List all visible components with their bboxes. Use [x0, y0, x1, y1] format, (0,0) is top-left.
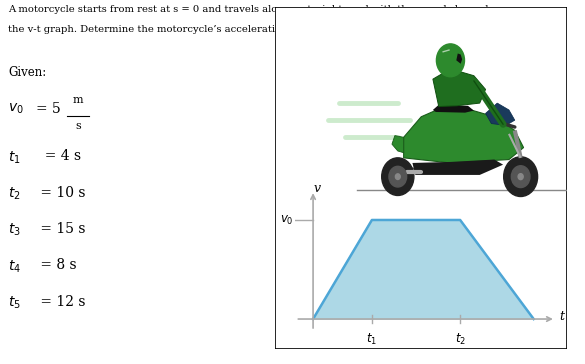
- Text: = 8 s: = 8 s: [36, 258, 77, 272]
- Text: = 5: = 5: [36, 102, 60, 116]
- Text: A motorcycle starts from rest at s = 0 and travels along a straight road with th: A motorcycle starts from rest at s = 0 a…: [8, 5, 498, 15]
- Polygon shape: [392, 136, 404, 153]
- Circle shape: [389, 166, 407, 187]
- Text: $t_4$: $t_4$: [8, 258, 21, 275]
- Text: $t_1$: $t_1$: [8, 149, 21, 166]
- Text: = 10 s: = 10 s: [36, 186, 85, 199]
- Text: $t_5$: $t_5$: [8, 295, 21, 311]
- Text: = 4 s: = 4 s: [36, 149, 81, 163]
- Circle shape: [395, 174, 400, 179]
- Text: v: v: [314, 182, 321, 195]
- Polygon shape: [486, 103, 515, 125]
- Text: t: t: [559, 309, 564, 323]
- Circle shape: [518, 174, 523, 179]
- Polygon shape: [412, 159, 503, 175]
- Circle shape: [511, 166, 530, 187]
- Text: $t_2$: $t_2$: [8, 186, 21, 202]
- Polygon shape: [404, 107, 524, 163]
- Text: the v-t graph. Determine the motorcycle’s acceleration and position when t = t₄ : the v-t graph. Determine the motorcycle’…: [8, 25, 467, 35]
- Text: $v_0$: $v_0$: [280, 213, 294, 226]
- Text: $t_2$: $t_2$: [455, 332, 466, 347]
- Text: m: m: [73, 95, 84, 105]
- Circle shape: [504, 157, 538, 197]
- Text: = 12 s: = 12 s: [36, 295, 85, 309]
- Circle shape: [381, 158, 414, 195]
- Polygon shape: [433, 69, 486, 107]
- Text: $t_3$: $t_3$: [8, 222, 21, 238]
- Circle shape: [436, 44, 464, 77]
- Polygon shape: [456, 54, 462, 64]
- Polygon shape: [433, 105, 474, 113]
- Text: s: s: [75, 121, 81, 131]
- Text: $v_0$: $v_0$: [8, 102, 24, 116]
- Text: $t_1$: $t_1$: [366, 332, 377, 347]
- Polygon shape: [313, 220, 534, 319]
- Text: Given:: Given:: [8, 66, 46, 79]
- Text: = 15 s: = 15 s: [36, 222, 85, 236]
